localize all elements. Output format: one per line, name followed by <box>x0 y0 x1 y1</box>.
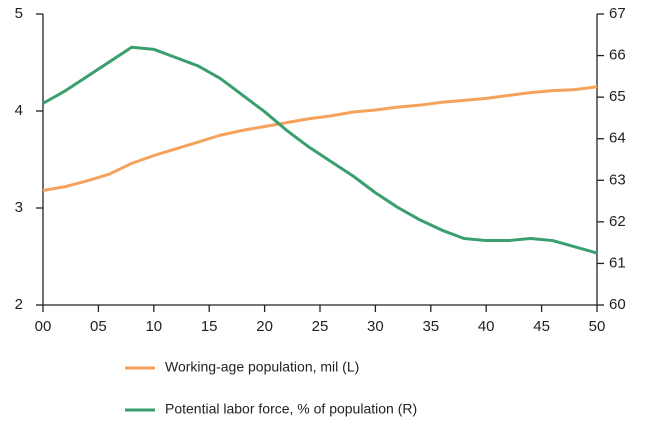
x-tick-label: 15 <box>201 318 218 335</box>
series-line <box>42 85 598 193</box>
y2-tick-label: 61 <box>609 254 626 271</box>
y-tick-label: 2 <box>15 296 23 313</box>
legend-label: Working-age population, mil (L) <box>165 359 359 375</box>
y2-tick-label: 63 <box>609 171 626 188</box>
y-tick-label: 4 <box>15 102 23 119</box>
x-tick-label: 25 <box>312 318 329 335</box>
y2-tick-label: 60 <box>609 296 626 313</box>
x-tick-label: 20 <box>256 318 273 335</box>
x-tick-label: 35 <box>422 318 439 335</box>
series-line <box>42 45 598 255</box>
y2-tick-label: 67 <box>609 5 626 22</box>
y2-tick-label: 64 <box>609 130 626 147</box>
legend-label: Potential labor force, % of population (… <box>165 401 417 417</box>
x-tick-label: 50 <box>589 318 606 335</box>
y-tick-label: 3 <box>15 199 23 216</box>
y2-tick-label: 66 <box>609 47 626 64</box>
x-tick-label: 40 <box>478 318 495 335</box>
y2-tick-label: 62 <box>609 213 626 230</box>
x-tick-label: 05 <box>90 318 107 335</box>
x-tick-label: 10 <box>145 318 162 335</box>
y-tick-label: 5 <box>15 5 23 22</box>
x-tick-label: 30 <box>367 318 384 335</box>
x-tick-label: 45 <box>533 318 550 335</box>
x-tick-label: 00 <box>35 318 52 335</box>
y2-tick-label: 65 <box>609 88 626 105</box>
